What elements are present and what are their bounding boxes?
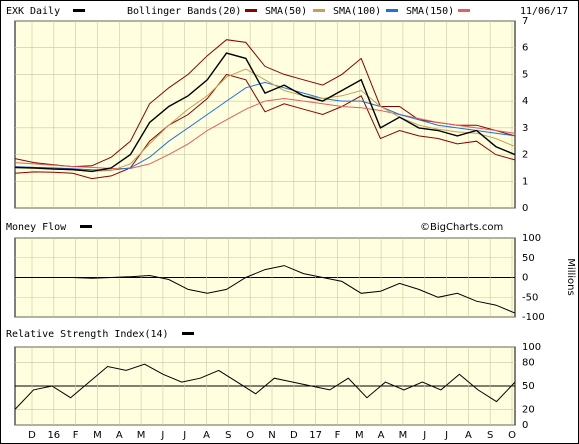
- price-plot-area: [14, 20, 516, 209]
- bollinger-label: Bollinger Bands(20): [127, 6, 241, 17]
- x-tick-label: F: [73, 430, 79, 441]
- x-tick-label: M: [399, 430, 408, 441]
- rsi-panel: 100 80 50 20 0: [14, 342, 541, 431]
- price-line: [14, 52, 516, 173]
- price-y-tick-label: 4: [522, 96, 528, 107]
- money-flow-y-tick-label: 0: [522, 273, 528, 284]
- x-tick-label: S: [225, 430, 231, 441]
- x-tick-label: M: [137, 430, 146, 441]
- bigcharts-watermark: ©BigCharts.com: [420, 222, 503, 233]
- price-panel: 0 1 2 3 4 5 6 7: [14, 16, 528, 214]
- rsi-label: Relative Strength Index(14): [6, 329, 169, 340]
- x-tick-label: A: [203, 430, 210, 441]
- money-flow-y-tick-label: 100: [522, 233, 541, 244]
- x-tick-label: D: [28, 430, 36, 441]
- x-tick-label: O: [246, 430, 254, 441]
- sma150-line: [14, 97, 516, 169]
- x-tick-label: F: [335, 430, 341, 441]
- rsi-y-tick-label: 100: [522, 342, 541, 353]
- money-flow-y-tick-label: 50: [522, 253, 535, 264]
- rsi-line: [14, 363, 516, 410]
- money-flow-lines: [15, 265, 516, 314]
- money-flow-y-tick-label: -50: [522, 292, 538, 303]
- period-label: Daily: [30, 6, 60, 17]
- money-flow-panel: 100 50 0 -50 -100: [14, 233, 545, 323]
- rsi-y-ticks: 100 80 50 20 0: [522, 342, 541, 431]
- money-flow-grid: [15, 237, 515, 318]
- x-tick-label: N: [268, 430, 275, 441]
- rsi-y-tick-label: 80: [522, 358, 535, 369]
- x-tick-label: J: [160, 430, 164, 441]
- rsi-y-tick-label: 20: [522, 404, 535, 415]
- sma100-label: SMA(100): [333, 6, 381, 17]
- price-y-tick-label: 3: [522, 123, 528, 134]
- x-tick-label: J: [422, 430, 426, 441]
- price-y-tick-label: 7: [522, 16, 528, 27]
- price-lines: [14, 39, 516, 180]
- rsi-lines: [14, 363, 516, 410]
- x-tick-label: J: [182, 430, 186, 441]
- price-y-ticks: 0 1 2 3 4 5 6 7: [522, 16, 528, 214]
- symbol-label: EXK: [6, 6, 24, 17]
- bollinger-lower-line: [14, 73, 516, 180]
- sma150-legend-swatch: [458, 9, 470, 12]
- rsi-y-tick-label: 50: [522, 381, 535, 392]
- x-tick-label: 16: [47, 430, 60, 441]
- money-flow-y-tick-label: -100: [522, 312, 545, 323]
- price-y-tick-label: 2: [522, 150, 528, 161]
- price-legend-swatch: [73, 9, 85, 12]
- x-tick-label: M: [93, 430, 102, 441]
- money-flow-units: Millions: [565, 258, 576, 295]
- price-y-tick-label: 0: [522, 203, 528, 214]
- price-grid: [15, 20, 515, 209]
- x-tick-label: 17: [309, 430, 322, 441]
- x-tick-label: D: [290, 430, 298, 441]
- price-y-tick-label: 6: [522, 43, 528, 54]
- sma100-legend-swatch: [386, 9, 398, 12]
- sma50-legend-swatch: [313, 9, 325, 12]
- price-y-tick-label: 1: [522, 176, 528, 187]
- money-flow-y-ticks: 100 50 0 -50 -100: [522, 233, 545, 323]
- x-tick-label: O: [508, 430, 516, 441]
- rsi-y-tick-label: 0: [522, 420, 528, 431]
- sma50-label: SMA(50): [265, 6, 307, 17]
- x-tick-label: J: [444, 430, 448, 441]
- rsi-legend-swatch: [182, 332, 194, 335]
- x-axis-ticks: D 16 F M A M J J A S O N D 17 F M A M J J A S O: [28, 430, 516, 441]
- x-tick-label: A: [378, 430, 385, 441]
- money-flow-label: Money Flow: [6, 222, 67, 233]
- money-flow-legend-swatch: [80, 225, 92, 228]
- chart-date: 11/06/17: [520, 6, 568, 17]
- x-tick-label: M: [355, 430, 364, 441]
- bollinger-legend-swatch: [245, 9, 257, 12]
- x-tick-label: S: [487, 430, 493, 441]
- x-tick-label: A: [465, 430, 472, 441]
- money-flow-line: [15, 265, 516, 314]
- price-y-tick-label: 5: [522, 69, 528, 80]
- x-tick-label: A: [116, 430, 123, 441]
- sma150-label: SMA(150): [406, 6, 454, 17]
